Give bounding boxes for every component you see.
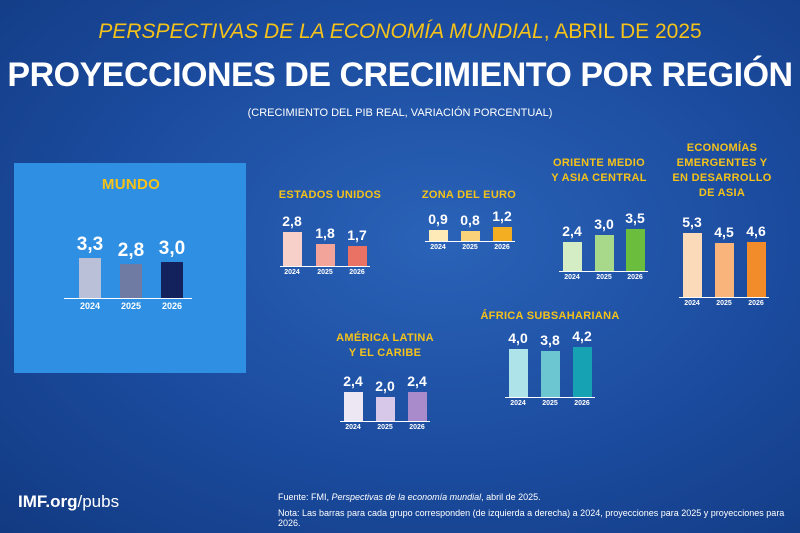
bar: [540, 351, 560, 397]
x-tick-label: 2025: [716, 300, 732, 307]
supertitle-rest: , ABRIL DE 2025: [543, 20, 702, 43]
value-label: 1,8: [315, 225, 335, 242]
chart-title: AMÉRICA LATINA Y EL CARIBE: [336, 332, 434, 359]
value-label: 2,4: [562, 223, 582, 240]
x-tick-label: 2025: [462, 244, 478, 251]
bar: [347, 245, 367, 266]
x-tick-label: 2024: [564, 274, 580, 281]
x-tick-label: 2024: [684, 300, 700, 307]
chart-title: ORIENTE MEDIO Y ASIA CENTRAL: [551, 157, 647, 184]
source-end: , abril de 2025.: [481, 492, 541, 502]
bar: [79, 258, 101, 298]
bar: [315, 244, 335, 266]
x-tick-label: 2026: [161, 301, 183, 311]
x-tick-label: 2026: [574, 400, 590, 407]
bar: [282, 232, 302, 266]
value-label: 2,4: [343, 373, 363, 390]
brand: IMF.org/pubs: [18, 492, 119, 512]
x-tick-label: 2025: [317, 269, 333, 276]
baseline: [340, 421, 430, 422]
value-label: 3,3: [76, 234, 104, 256]
brand-bold: IMF.org: [18, 492, 78, 511]
value-label: 2,0: [375, 378, 395, 394]
source-italic: Perspectivas de la economía mundial: [331, 492, 482, 502]
value-label: 2,8: [117, 240, 145, 262]
value-label: 3,0: [594, 216, 614, 232]
value-label: 1,7: [347, 226, 367, 243]
bar: [682, 233, 702, 297]
baseline: [64, 298, 192, 299]
chart-title: ÁFRICA SUBSAHARIANA: [480, 310, 620, 322]
bar: [625, 229, 645, 271]
supertitle-italic: PERSPECTIVAS DE LA ECONOMÍA MUNDIAL: [98, 20, 544, 43]
x-tick-label: 2026: [349, 269, 365, 276]
bar: [508, 349, 528, 397]
value-label: 4,0: [508, 330, 528, 346]
bar: [492, 226, 512, 241]
value-label: 2,8: [282, 213, 302, 230]
baseline: [505, 397, 595, 398]
x-tick-label: 2025: [542, 400, 558, 407]
baseline: [559, 271, 648, 272]
x-tick-label: 2024: [345, 424, 361, 431]
value-label: 4,6: [746, 222, 766, 239]
bar: [120, 264, 142, 298]
bar: [746, 241, 766, 297]
value-label: 3,8: [540, 332, 560, 349]
bar: [407, 392, 427, 421]
source-start: Fuente: FMI,: [278, 492, 332, 502]
value-label: 0,9: [428, 211, 448, 228]
chart-title: ECONOMÍAS EMERGENTES Y EN DESARROLLO DE …: [672, 142, 772, 199]
supertitle: PERSPECTIVAS DE LA ECONOMÍA MUNDIAL, ABR…: [0, 20, 800, 44]
value-label: 4,5: [714, 224, 734, 240]
x-tick-label: 2026: [748, 300, 764, 307]
x-tick-label: 2025: [120, 301, 142, 311]
bar: [460, 231, 480, 241]
x-tick-label: 2026: [409, 424, 425, 431]
value-label: 3,5: [625, 210, 645, 226]
baseline: [679, 297, 769, 298]
value-label: 0,8: [460, 212, 480, 229]
baseline: [425, 241, 515, 242]
source: Fuente: FMI, Perspectivas de la economía…: [278, 492, 541, 502]
x-tick-label: 2024: [510, 400, 526, 407]
x-tick-label: 2026: [627, 274, 643, 281]
bar: [594, 235, 614, 271]
x-tick-label: 2025: [596, 274, 612, 281]
bar: [714, 243, 734, 297]
chart-title: ESTADOS UNIDOS: [278, 189, 382, 201]
bar: [161, 262, 183, 298]
x-tick-label: 2026: [494, 244, 510, 251]
value-label: 4,2: [572, 327, 592, 344]
chart-title: MUNDO: [101, 176, 161, 193]
bar: [343, 392, 363, 421]
brand-rest: /pubs: [77, 492, 120, 511]
bar: [562, 242, 582, 271]
x-tick-label: 2024: [79, 301, 101, 311]
x-tick-label: 2024: [284, 269, 300, 276]
value-label: 5,3: [682, 214, 702, 231]
title: PROYECCIONES DE CRECIMIENTO POR REGIÓN: [7, 56, 793, 94]
value-label: 3,0: [158, 238, 186, 259]
x-tick-label: 2025: [377, 424, 393, 431]
baseline: [280, 266, 370, 267]
value-label: 1,2: [492, 207, 512, 224]
chart-title: ZONA DEL EURO: [421, 189, 517, 201]
subtitle: (CRECIMIENTO DEL PIB REAL, VARIACIÓN POR…: [247, 107, 553, 119]
bar: [572, 346, 592, 397]
x-tick-label: 2024: [430, 244, 446, 251]
note: Nota: Las barras para cada grupo corresp…: [278, 508, 785, 528]
value-label: 2,4: [407, 373, 427, 390]
bar: [375, 397, 395, 421]
bar: [428, 230, 448, 241]
